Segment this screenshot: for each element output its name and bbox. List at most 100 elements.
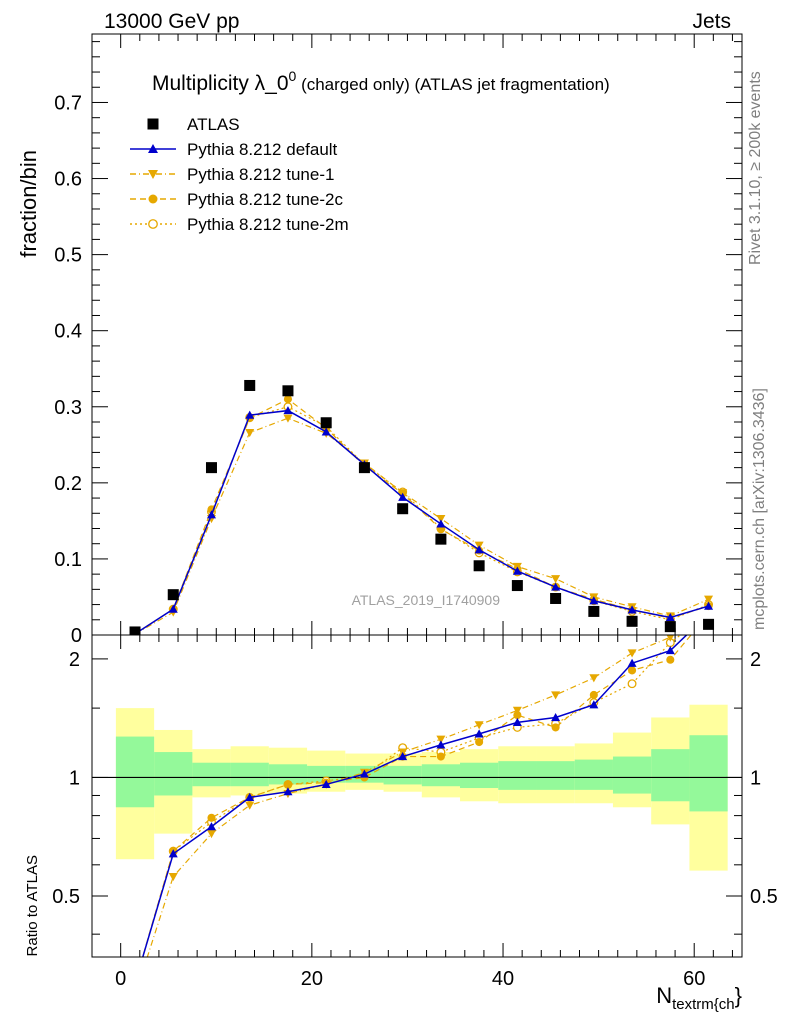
- ratio-point-2-1: [168, 873, 178, 882]
- legend-label-1: Pythia 8.212 default: [187, 140, 338, 159]
- data-point-0-15: [703, 618, 715, 630]
- ratio-point-3-13: [628, 666, 637, 675]
- ratio-point-1-14: [665, 646, 675, 655]
- band-green-15: [689, 735, 728, 812]
- ratio-point-1-12: [589, 700, 599, 709]
- category-label: Jets: [692, 10, 731, 33]
- ratio-point-2-14: [666, 635, 675, 642]
- x-tick-label-0: 0: [115, 968, 126, 990]
- ratio-point-1-4: [283, 787, 293, 796]
- x-axis-label-main: N: [656, 983, 672, 1008]
- band-green-4: [268, 764, 308, 785]
- series-line-1: [134, 409, 709, 635]
- data-point-0-10: [511, 580, 523, 592]
- ratio-point-1-5: [321, 779, 331, 789]
- ratio-point-2-13: [627, 649, 637, 658]
- data-point-0-11: [550, 592, 562, 604]
- data-point-1-11: [551, 582, 561, 591]
- ratio-point-3-12: [589, 690, 598, 699]
- ratio-tick-label-right-1: 1: [750, 767, 761, 789]
- y-tick-label-3: 0.3: [54, 397, 82, 419]
- ratio-point-3-2: [207, 813, 216, 822]
- axis-ticks: 0 20 40 60 0 0.1 0.2 0.3 0.4 0.5 0.6 0.7 0.5 0.5 1 1 2 2: [52, 34, 778, 990]
- x-tick-label-60: 60: [683, 968, 705, 990]
- ratio-point-2-9: [474, 721, 484, 730]
- ratio-point-4-0: [131, 980, 139, 988]
- chart-title-rest: (charged only) (ATLAS jet fragmentation): [296, 75, 609, 94]
- data-point-0-0: [129, 626, 141, 635]
- band-green-10: [498, 761, 537, 790]
- band-green-14: [651, 749, 690, 802]
- ratio-panel-series: [131, 610, 713, 1000]
- ratio-line-4: [142, 635, 682, 957]
- ratio-point-3-10: [513, 711, 522, 720]
- chart-title: Multiplicity λ_00 (charged only) (ATLAS …: [152, 68, 610, 95]
- x-tick-label-40: 40: [492, 968, 514, 990]
- y-tick-label-4: 0.4: [54, 321, 82, 343]
- data-point-0-2: [205, 462, 217, 474]
- y-tick-label-0: 0: [71, 625, 82, 647]
- ratio-point-2-10: [512, 706, 522, 715]
- data-point-0-5: [320, 417, 332, 429]
- data-point-0-9: [473, 560, 485, 572]
- ratio-point-3-8: [436, 752, 445, 761]
- band-green-0: [115, 736, 155, 808]
- y-tick-label-6: 0.6: [54, 169, 82, 191]
- chart-title-sup: 0: [289, 68, 297, 84]
- legend-marker-2: [148, 170, 158, 179]
- legend-marker-4: [148, 219, 158, 229]
- energy-label: 13000 GeV pp: [104, 10, 239, 33]
- ratio-point-1-11: [551, 712, 561, 722]
- ratio-panel-frame: [91, 634, 743, 958]
- band-green-11: [536, 761, 575, 790]
- main-panel-series: [129, 379, 715, 635]
- data-point-1-8: [436, 519, 446, 528]
- ratio-point-1-9: [474, 729, 484, 738]
- band-green-9: [460, 762, 499, 789]
- ratio-tick-label-1: 1: [69, 767, 80, 789]
- data-point-0-1: [167, 589, 179, 601]
- ratio-line-1: [142, 635, 688, 957]
- data-point-0-13: [626, 615, 638, 627]
- band-green-3: [230, 762, 269, 787]
- data-point-0-7: [397, 503, 409, 515]
- ratio-point-1-7: [398, 752, 408, 761]
- ratio-point-1-0: [131, 979, 140, 987]
- y-tick-label-1: 0.1: [54, 549, 82, 571]
- data-point-1-9: [474, 545, 484, 554]
- ratio-point-3-0: [131, 979, 139, 987]
- ratio-point-4-13: [627, 679, 637, 689]
- ratio-point-3-4: [283, 780, 293, 789]
- y-tick-label-2: 0.2: [54, 473, 82, 495]
- data-point-1-13: [627, 605, 637, 614]
- ratio-point-4-15: [705, 610, 713, 618]
- ratio-point-1-1: [168, 849, 178, 858]
- ratio-point-1-15: [704, 610, 713, 618]
- data-point-1-5: [321, 427, 331, 436]
- ratio-tick-label-right-2: 2: [750, 649, 761, 671]
- ratio-tick-label-right-0: 0.5: [750, 886, 778, 908]
- mcplots-label: mcplots.cern.ch [arXiv:1306.3436]: [751, 388, 768, 630]
- data-point-0-14: [664, 621, 676, 633]
- legend-label-0: ATLAS: [187, 115, 240, 134]
- ratio-point-2-11: [551, 691, 561, 700]
- data-point-1-2: [206, 510, 216, 519]
- ratio-point-2-0: [131, 992, 140, 1000]
- band-green-12: [574, 759, 613, 790]
- data-point-1-14: [665, 613, 675, 622]
- data-point-1-15: [704, 601, 714, 610]
- x-axis-label-sub: textrm{ch: [672, 996, 735, 1013]
- legend-marker-3: [148, 194, 158, 204]
- rivet-label: Rivet 3.1.10, ≥ 200k events: [747, 71, 764, 265]
- ratio-point-2-12: [589, 674, 599, 683]
- uncertainty-bands: [92, 704, 742, 871]
- x-axis-label: Ntextrm{ch}: [656, 983, 742, 1013]
- data-point-2-11: [551, 575, 561, 584]
- ratio-tick-label-2: 2: [69, 649, 80, 671]
- y-axis-label: fraction/bin: [16, 150, 41, 258]
- ratio-point-3-11: [551, 723, 560, 732]
- x-axis-label-brace: }: [735, 983, 742, 1008]
- band-green-13: [612, 756, 652, 794]
- ratio-point-2-8: [436, 735, 446, 744]
